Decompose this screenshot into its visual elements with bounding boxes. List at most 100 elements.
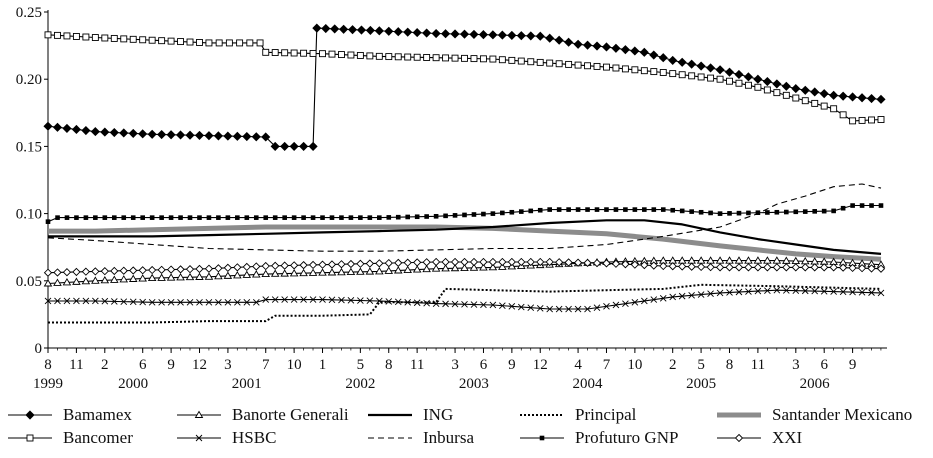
data-point (479, 263, 488, 271)
year-label: 2005 (686, 376, 716, 392)
data-point (555, 60, 563, 68)
data-point (251, 132, 261, 142)
data-point (708, 210, 713, 216)
data-point (499, 302, 506, 309)
data-point (73, 297, 80, 305)
series-bamamex (43, 23, 886, 151)
data-point (620, 45, 630, 55)
data-point (253, 215, 259, 220)
data-point (328, 50, 336, 58)
data-point (764, 287, 771, 294)
data-point (556, 207, 562, 212)
legend: Bamamex Banorte Generali ING Principal Santa… (8, 405, 912, 447)
marker-stroke (641, 297, 648, 305)
data-point (593, 62, 601, 70)
data-point (830, 105, 838, 113)
data-point (138, 266, 147, 275)
data-point (93, 215, 98, 220)
data-point (225, 215, 231, 220)
data-point (838, 263, 848, 272)
data-point (727, 211, 732, 216)
x-tick-label: 5 (697, 357, 705, 373)
data-point (481, 211, 486, 217)
data-point (119, 128, 129, 138)
data-point (251, 270, 261, 278)
data-point (289, 269, 299, 277)
data-point (413, 258, 422, 267)
data-point (403, 258, 412, 267)
data-point (774, 209, 780, 215)
data-point (338, 51, 345, 59)
data-point (479, 257, 488, 267)
data-point (204, 272, 214, 280)
marker-stroke (158, 298, 165, 306)
data-point (347, 25, 358, 35)
data-point (394, 53, 402, 61)
marker-stroke (63, 297, 71, 305)
data-point (281, 296, 288, 303)
data-point (338, 296, 345, 304)
data-point (849, 288, 856, 296)
data-point (782, 91, 790, 99)
data-point (536, 305, 544, 312)
data-point (706, 262, 715, 272)
data-point (744, 256, 753, 264)
data-point (128, 128, 138, 138)
data-point (850, 203, 855, 208)
year-label: 2003 (459, 376, 489, 392)
data-point (149, 215, 155, 220)
series-line-principal (48, 283, 882, 324)
marker-stroke (811, 287, 819, 295)
data-point (566, 207, 571, 212)
data-point (356, 259, 365, 268)
legend-label-inbursa: Inbursa (423, 428, 474, 447)
data-point (177, 38, 184, 46)
data-point (213, 131, 223, 141)
marker-stroke (622, 300, 629, 307)
data-point (717, 211, 723, 216)
data-point (45, 219, 51, 224)
data-point (244, 215, 250, 220)
data-point (214, 271, 223, 280)
data-point (337, 260, 346, 269)
marker-stroke (659, 294, 667, 302)
data-point (641, 297, 648, 305)
y-tick-label: 0.25 (16, 5, 42, 21)
data-point (479, 55, 487, 63)
marker-stroke (612, 301, 620, 309)
data-point (347, 296, 355, 304)
marker-stroke (44, 297, 52, 305)
data-point (90, 127, 100, 137)
data-point (831, 208, 836, 214)
data-point (318, 260, 327, 269)
data-point (868, 289, 875, 296)
data-point (346, 259, 356, 269)
data-point (507, 30, 517, 40)
x-tick-label: 8 (44, 357, 52, 373)
data-point (175, 130, 186, 140)
data-point (601, 42, 612, 52)
data-point (441, 264, 450, 272)
data-point (451, 54, 459, 62)
data-point (312, 23, 322, 33)
data-point (848, 263, 857, 273)
data-point (148, 265, 157, 275)
data-point (100, 275, 110, 284)
data-point (848, 92, 858, 102)
legend-item-hsbc: HSBC (177, 428, 276, 447)
x-tick-label: 3 (451, 357, 459, 373)
data-point (755, 210, 761, 216)
data-point (320, 215, 325, 220)
data-point (584, 305, 591, 313)
data-point (309, 49, 317, 57)
data-point (670, 207, 676, 213)
data-point (480, 301, 487, 309)
data-point (53, 268, 62, 277)
data-point (216, 215, 221, 220)
data-point (235, 215, 240, 220)
data-point (621, 260, 630, 269)
x-tick-label: 9 (167, 357, 175, 373)
data-point (300, 49, 308, 57)
y-tick-label: 0.15 (16, 139, 42, 155)
data-point (640, 260, 649, 270)
